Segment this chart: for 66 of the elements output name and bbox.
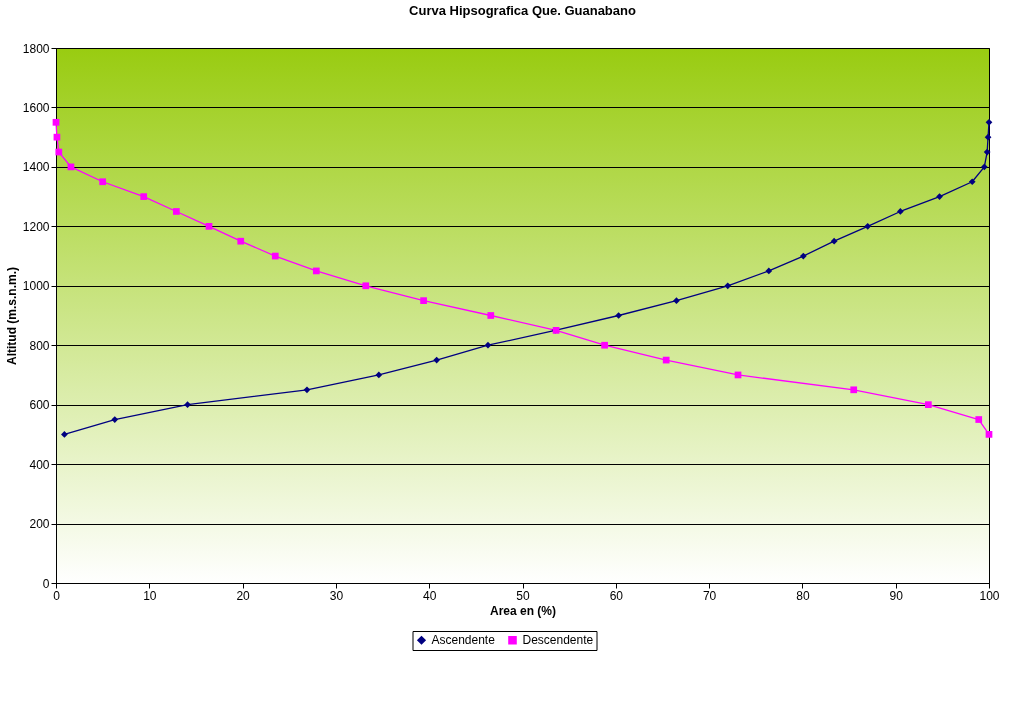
point — [673, 297, 680, 304]
point — [984, 133, 992, 141]
point — [975, 416, 983, 423]
x-tick-label: 100 — [979, 588, 1000, 603]
y-tick-label: 800 — [29, 338, 50, 353]
point — [850, 386, 858, 394]
point — [615, 312, 622, 319]
x-tick-label: 70 — [702, 588, 717, 603]
point — [362, 282, 370, 290]
point — [420, 297, 427, 304]
y-axis-title: Altitud (m.s.n.m.) — [4, 267, 19, 365]
point — [925, 401, 932, 409]
y-tick-label: 1400 — [22, 160, 50, 175]
point — [111, 416, 119, 423]
point — [897, 208, 904, 215]
point — [765, 267, 773, 275]
y-tick-label: 400 — [29, 457, 50, 472]
chart-title: Curva Hipsografica Que. Guanabano — [409, 3, 636, 18]
point — [375, 371, 383, 379]
x-tick-label: 10 — [143, 588, 157, 603]
point — [830, 237, 838, 245]
legend-label: Descendente — [522, 633, 594, 648]
y-tick-label: 1800 — [22, 41, 50, 56]
point — [184, 401, 191, 409]
point — [985, 118, 993, 126]
point — [237, 237, 245, 245]
point — [271, 252, 279, 260]
y-tick-label: 1200 — [22, 219, 50, 234]
point — [980, 163, 988, 171]
x-tick-label: 20 — [236, 588, 251, 603]
point — [205, 222, 213, 230]
point — [55, 148, 63, 156]
point — [983, 148, 991, 156]
point — [312, 267, 320, 275]
point — [53, 133, 61, 141]
x-tick-label: 80 — [796, 588, 810, 603]
point — [484, 341, 492, 349]
point — [52, 118, 60, 126]
point — [724, 282, 732, 290]
point — [968, 178, 976, 186]
legend-label: Ascendente — [431, 633, 496, 648]
x-tick-label: 60 — [609, 588, 624, 603]
x-axis-title: Area en (%) — [489, 603, 557, 618]
point — [601, 341, 608, 349]
x-tick-label: 50 — [516, 588, 530, 603]
point — [662, 356, 670, 364]
point — [140, 193, 148, 200]
point — [864, 222, 872, 230]
point — [936, 193, 943, 200]
point — [61, 431, 68, 438]
point — [433, 356, 441, 364]
y-tick-label: 1600 — [22, 100, 50, 115]
y-tick-label: 0 — [42, 576, 50, 591]
y-tick-label: 200 — [29, 517, 50, 532]
point — [173, 208, 180, 215]
point — [99, 178, 106, 186]
x-tick-label: 30 — [329, 588, 344, 603]
x-tick-label: 0 — [53, 588, 61, 603]
point — [799, 252, 807, 260]
x-tick-label: 90 — [889, 588, 904, 603]
point — [985, 431, 993, 438]
y-tick-label: 600 — [29, 398, 50, 413]
x-tick-label: 40 — [423, 588, 437, 603]
y-tick-label: 1000 — [22, 279, 50, 294]
point — [303, 386, 311, 394]
point — [487, 312, 495, 319]
